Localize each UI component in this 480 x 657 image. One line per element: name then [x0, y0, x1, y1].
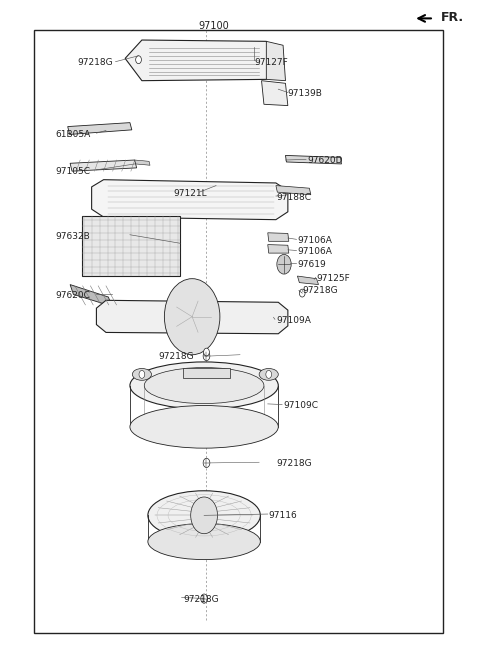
Polygon shape — [262, 81, 288, 106]
Polygon shape — [70, 160, 137, 171]
Polygon shape — [276, 185, 311, 194]
Text: 97620D: 97620D — [307, 156, 343, 165]
Text: FR.: FR. — [441, 11, 464, 24]
Ellipse shape — [130, 405, 278, 448]
Text: 97121L: 97121L — [173, 189, 206, 198]
Polygon shape — [298, 276, 319, 284]
Text: 97188C: 97188C — [276, 193, 311, 202]
Text: 97218G: 97218G — [158, 351, 194, 361]
Ellipse shape — [259, 369, 278, 380]
Text: 97125F: 97125F — [317, 274, 350, 283]
Circle shape — [204, 348, 209, 356]
Polygon shape — [96, 300, 288, 334]
Circle shape — [191, 497, 217, 533]
Text: 97619: 97619 — [298, 260, 326, 269]
Ellipse shape — [148, 491, 260, 540]
Polygon shape — [268, 233, 289, 241]
Text: 97620C: 97620C — [56, 291, 91, 300]
Circle shape — [203, 459, 210, 468]
Polygon shape — [135, 160, 150, 166]
FancyBboxPatch shape — [82, 215, 180, 276]
Text: 97218G: 97218G — [78, 58, 113, 67]
Polygon shape — [68, 123, 132, 135]
Circle shape — [139, 371, 145, 378]
Text: 97127F: 97127F — [254, 58, 288, 67]
Text: 97106A: 97106A — [298, 247, 332, 256]
Polygon shape — [268, 244, 289, 253]
Text: 97632B: 97632B — [56, 231, 91, 240]
Circle shape — [203, 351, 210, 361]
Polygon shape — [182, 368, 230, 378]
Polygon shape — [125, 40, 278, 81]
Text: 61B05A: 61B05A — [56, 130, 91, 139]
Text: 97105C: 97105C — [56, 167, 91, 175]
Circle shape — [277, 254, 291, 274]
Ellipse shape — [132, 369, 152, 380]
Circle shape — [266, 371, 272, 378]
Polygon shape — [92, 179, 288, 219]
Text: 97218G: 97218G — [276, 459, 312, 468]
Text: 97109C: 97109C — [283, 401, 318, 411]
Text: 97218G: 97218G — [183, 595, 219, 604]
Circle shape — [300, 289, 305, 297]
Circle shape — [164, 279, 220, 355]
Circle shape — [201, 594, 207, 603]
Text: 97100: 97100 — [198, 20, 229, 31]
Ellipse shape — [144, 367, 264, 403]
Ellipse shape — [148, 524, 260, 560]
Text: 97106A: 97106A — [298, 236, 332, 245]
Circle shape — [136, 56, 142, 64]
Text: 97116: 97116 — [269, 511, 298, 520]
Text: 97109A: 97109A — [276, 316, 311, 325]
FancyBboxPatch shape — [34, 30, 444, 633]
Polygon shape — [266, 41, 286, 81]
Text: 97139B: 97139B — [288, 89, 323, 99]
Ellipse shape — [130, 362, 278, 409]
Polygon shape — [286, 156, 341, 164]
Polygon shape — [70, 284, 112, 306]
Text: 97218G: 97218G — [302, 286, 338, 295]
